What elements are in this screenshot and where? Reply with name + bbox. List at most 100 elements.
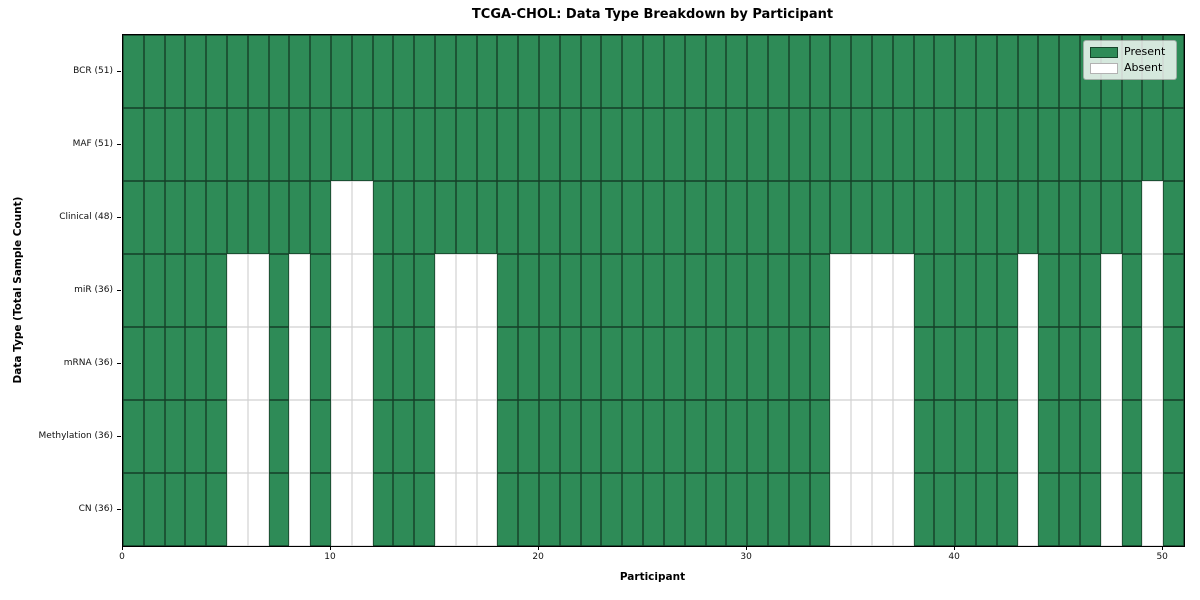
heatmap-cell	[767, 327, 789, 400]
heatmap-cell	[955, 327, 976, 400]
heatmap-cell	[747, 254, 768, 327]
heatmap-cell	[1142, 108, 1164, 181]
legend-label-present: Present	[1124, 45, 1166, 58]
heatmap-cell	[601, 181, 623, 254]
heatmap-cell	[1079, 473, 1101, 546]
heatmap-cell	[1079, 254, 1101, 327]
heatmap-cell	[455, 254, 477, 327]
heatmap-cell	[663, 181, 685, 254]
heatmap-cell	[830, 473, 852, 546]
x-tick-label: 10	[324, 552, 336, 562]
heatmap-cell	[227, 327, 248, 400]
heatmap-cell	[684, 35, 706, 108]
heatmap-cell	[435, 181, 456, 254]
heatmap-cell	[1059, 473, 1080, 546]
heatmap-cell	[1100, 473, 1122, 546]
y-tick-label: MAF (51)	[72, 138, 113, 149]
heatmap-cell	[247, 108, 269, 181]
heatmap-cell	[247, 473, 269, 546]
heatmap-cell	[289, 473, 311, 546]
heatmap-cell	[164, 108, 186, 181]
chart-title: TCGA-CHOL: Data Type Breakdown by Partic…	[471, 7, 834, 22]
heatmap-cell	[684, 400, 706, 473]
heatmap-cell	[331, 254, 352, 327]
heatmap-cell	[143, 108, 165, 181]
heatmap-cell	[851, 35, 872, 108]
heatmap-cell	[310, 327, 332, 400]
heatmap-cell	[726, 473, 748, 546]
heatmap-cell	[851, 400, 872, 473]
heatmap-cell	[913, 400, 935, 473]
heatmap-cell	[580, 400, 602, 473]
heatmap-cell	[684, 181, 706, 254]
heatmap-cell	[1017, 254, 1039, 327]
y-tick-mark	[117, 216, 121, 218]
heatmap-cell	[268, 400, 290, 473]
x-tick-label: 30	[740, 552, 752, 562]
heatmap-cell	[1038, 473, 1060, 546]
heatmap-cell	[1121, 254, 1143, 327]
heatmap-cell	[663, 400, 685, 473]
heatmap-cell	[705, 400, 727, 473]
heatmap-cell	[435, 400, 456, 473]
heatmap-cell	[1038, 181, 1060, 254]
heatmap-cell	[206, 108, 227, 181]
heatmap-cell	[1121, 327, 1143, 400]
heatmap-cell	[372, 327, 394, 400]
heatmap-cell	[705, 327, 727, 400]
heatmap-cell	[206, 35, 227, 108]
heatmap-cell	[601, 400, 623, 473]
heatmap-cell	[351, 327, 373, 400]
heatmap-cell	[185, 327, 207, 400]
heatmap-cell	[289, 181, 311, 254]
heatmap-cell	[393, 400, 415, 473]
heatmap-cell	[497, 181, 519, 254]
heatmap-cell	[726, 254, 748, 327]
heatmap-cell	[289, 254, 311, 327]
heatmap-cell	[351, 181, 373, 254]
y-tick-label: miR (36)	[74, 284, 113, 295]
heatmap-cell	[643, 35, 664, 108]
y-tick-label: mRNA (36)	[63, 357, 113, 368]
heatmap-cell	[310, 181, 332, 254]
heatmap-cell	[372, 181, 394, 254]
heatmap-cell	[1121, 473, 1143, 546]
heatmap-cell	[892, 181, 914, 254]
heatmap-cell	[351, 108, 373, 181]
legend-label-absent: Absent	[1124, 61, 1163, 74]
heatmap-cell	[580, 473, 602, 546]
heatmap-cell	[975, 473, 997, 546]
heatmap-cell	[1163, 327, 1184, 400]
heatmap-cell	[351, 400, 373, 473]
heatmap-cell	[622, 400, 644, 473]
heatmap-cell	[227, 473, 248, 546]
y-tick-mark	[117, 143, 121, 145]
heatmap-cell	[913, 473, 935, 546]
heatmap-cell	[975, 327, 997, 400]
heatmap-cell	[975, 35, 997, 108]
heatmap-cell	[726, 181, 748, 254]
heatmap-cell	[788, 181, 810, 254]
heatmap-cell	[539, 327, 560, 400]
y-axis-label: Data Type (Total Sample Count)	[12, 196, 24, 384]
heatmap-cell	[1079, 400, 1101, 473]
heatmap-cell	[788, 473, 810, 546]
heatmap-cell	[164, 327, 186, 400]
heatmap-cell	[788, 108, 810, 181]
heatmap-cell	[476, 327, 498, 400]
heatmap-cell	[185, 181, 207, 254]
heatmap-cell	[809, 400, 831, 473]
heatmap-cell	[227, 35, 248, 108]
heatmap-cell	[289, 35, 311, 108]
heatmap-cell	[663, 108, 685, 181]
heatmap-cell	[1059, 254, 1080, 327]
heatmap-cell	[955, 400, 976, 473]
x-tick-mark	[122, 546, 123, 550]
y-tick-mark	[117, 508, 121, 510]
heatmap-cell	[247, 35, 269, 108]
heatmap-cell	[788, 254, 810, 327]
heatmap-cell	[1142, 181, 1164, 254]
heatmap-cell	[455, 400, 477, 473]
heatmap-cell	[414, 108, 436, 181]
heatmap-cell	[1038, 35, 1060, 108]
